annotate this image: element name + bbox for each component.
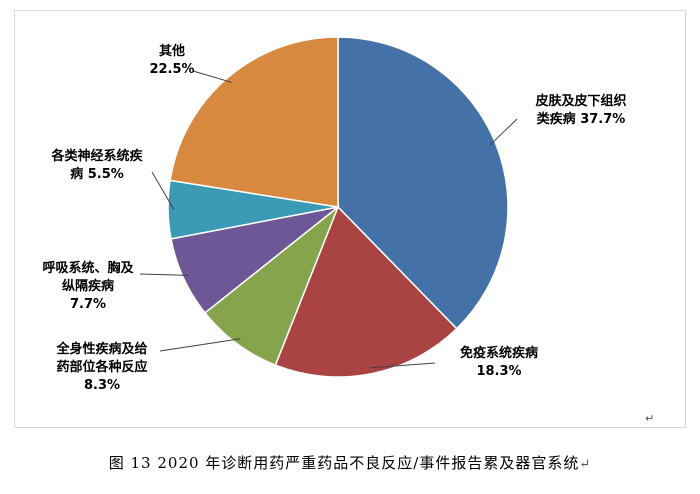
- figure-caption-text: 图 13 2020 年诊断用药严重药品不良反应/事件报告累及器官系统: [108, 454, 580, 472]
- slice-label-5: 其他 22.5%: [149, 43, 194, 77]
- leader-line-2: [159, 338, 241, 352]
- chart-frame: 皮肤及皮下组织类疾病 37.7% 免疫系统疾病 18.3% 全身性疾病及给药部位各种反…: [14, 10, 686, 428]
- slice-label-line: 呼吸系统、胸及: [42, 260, 134, 276]
- slice-label-0: 皮肤及皮下组织类疾病 37.7%: [534, 93, 626, 127]
- leader-line-4: [151, 171, 175, 210]
- slice-label-2: 全身性疾病及给药部位各种反应 8.3%: [55, 341, 147, 393]
- slice-label-line: 免疫系统疾病: [460, 345, 538, 361]
- slice-label-line: 8.3%: [84, 378, 120, 393]
- slice-label-line: 各类神经系统疾: [50, 148, 143, 164]
- slice-label-line: 7.7%: [70, 297, 106, 312]
- slice-label-line: 18.3%: [476, 364, 521, 379]
- slice-label-line: 纵隔疾病: [62, 278, 114, 294]
- slice-label-line: 其他: [159, 43, 185, 59]
- pie-slice-5: [169, 36, 339, 208]
- pie-slice-0: [337, 36, 509, 330]
- pie-slice-2: [203, 204, 340, 367]
- pie-slice-1: [274, 205, 458, 378]
- leader-line-3: [139, 273, 190, 276]
- pie-chart: 皮肤及皮下组织类疾病 37.7% 免疫系统疾病 18.3% 全身性疾病及给药部位各种反…: [42, 36, 627, 393]
- slice-label-4: 各类神经系统疾病 5.5%: [50, 148, 143, 182]
- paragraph-mark-icon: ↵: [579, 457, 592, 472]
- leader-line-5: [192, 70, 232, 83]
- slice-label-line: 22.5%: [149, 62, 194, 77]
- leader-line-0: [489, 118, 518, 146]
- slice-label-line: 类疾病 37.7%: [537, 111, 626, 127]
- slice-label-3: 呼吸系统、胸及纵隔疾病 7.7%: [42, 260, 134, 312]
- figure-caption: 图 13 2020 年诊断用药严重药品不良反应/事件报告累及器官系统↵: [0, 452, 700, 473]
- slice-label-1: 免疫系统疾病 18.3%: [460, 345, 538, 379]
- slice-label-line: 病 5.5%: [70, 166, 124, 182]
- slice-label-line: 药部位各种反应: [56, 359, 147, 375]
- slice-label-line: 皮肤及皮下组织: [534, 93, 626, 109]
- leader-line-1: [370, 362, 436, 369]
- paragraph-mark-icon: ↵: [645, 412, 655, 425]
- slice-label-line: 全身性疾病及给: [55, 341, 147, 357]
